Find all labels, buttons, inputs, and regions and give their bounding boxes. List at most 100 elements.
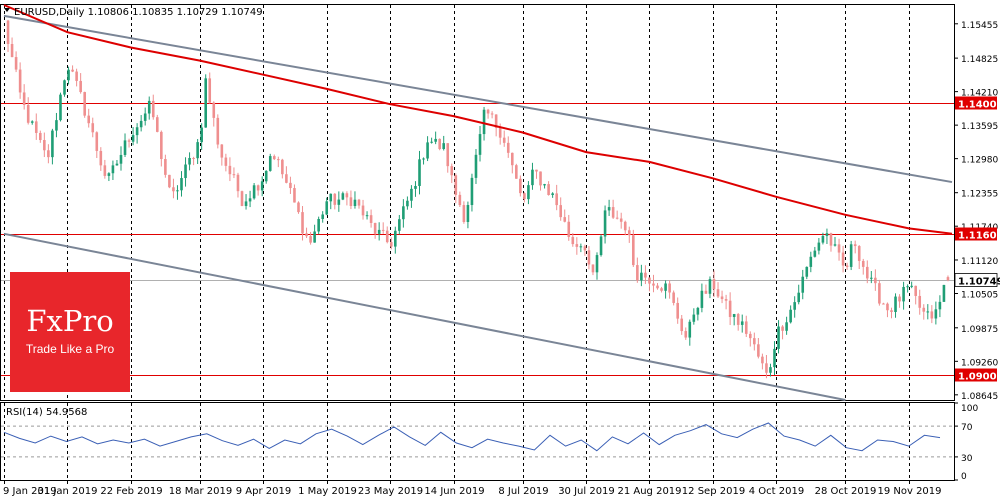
candle-body	[644, 272, 647, 278]
candle-body	[874, 277, 877, 284]
candle-body	[377, 229, 381, 234]
candle-body	[208, 78, 212, 103]
candle-body	[244, 201, 248, 206]
candle-body	[914, 285, 917, 296]
candle-body	[906, 286, 909, 288]
candle-body	[833, 244, 837, 246]
candle-body	[293, 188, 296, 203]
candle-body	[809, 256, 813, 267]
candle-body	[591, 264, 595, 273]
candle-body	[567, 221, 571, 237]
candle-body	[535, 169, 538, 172]
candle-body	[115, 163, 119, 166]
candle-body	[151, 100, 155, 118]
x-tick-label: 14 Jun 2019	[424, 486, 484, 497]
candle-body	[422, 158, 425, 160]
x-tick-label: 9 Jan 2019	[3, 486, 57, 497]
candle-body	[724, 299, 728, 301]
candle-body	[894, 296, 897, 313]
level-tag-label: 1.11600	[958, 231, 1000, 242]
candle-body	[470, 177, 474, 206]
fxpro-logo: FxPro Trade Like a Pro	[10, 272, 130, 392]
price-axis: 1.15455 1.14825 1.14210 1.13595 1.12980 1.123…	[954, 21, 998, 402]
level-tag-label: 1.09000	[958, 372, 1000, 383]
level-tag-label: 1.14000	[958, 100, 1000, 111]
candle-body	[67, 69, 70, 81]
candle-body	[603, 210, 607, 237]
candle-body	[627, 230, 631, 236]
candle-body	[716, 289, 720, 297]
candle-body	[805, 266, 809, 277]
x-tick-label: 30 Jul 2019	[558, 486, 615, 497]
candle-body	[498, 127, 502, 138]
candle-body	[684, 331, 688, 338]
candle-body	[438, 138, 441, 150]
y-tick-label: 1.09875	[961, 325, 998, 335]
candle-body	[34, 121, 38, 133]
y-tick-label: 1.11120	[961, 257, 998, 267]
candle-body	[95, 132, 99, 151]
candle-body	[761, 356, 764, 364]
candle-body	[71, 69, 74, 72]
candle-body	[418, 159, 421, 186]
candle-body	[648, 277, 651, 284]
candle-body	[736, 314, 740, 325]
candle-body	[103, 165, 107, 176]
candle-body	[821, 235, 825, 243]
x-tick-label: 28 Oct 2019	[815, 486, 877, 497]
channel-line	[3, 14, 953, 184]
y-tick-label: 1.14825	[961, 55, 998, 65]
rsi-header: RSI(14) 54.9568	[6, 407, 87, 418]
y-tick-label: 1.09260	[961, 358, 998, 368]
candle-body	[878, 283, 881, 304]
candle-body	[720, 296, 724, 300]
candle-body	[373, 222, 377, 234]
candle-body	[664, 283, 667, 291]
candle-body	[845, 265, 849, 267]
candle-body	[486, 109, 490, 114]
logo-tagline: Trade Like a Pro	[25, 342, 115, 356]
candle-body	[623, 221, 627, 231]
level-tag	[955, 368, 997, 382]
candle-body	[539, 171, 542, 186]
candle-body	[886, 303, 889, 311]
candle-body	[926, 311, 930, 313]
candle-body	[938, 301, 942, 310]
candle-body	[99, 150, 103, 166]
x-tick-label: 1 May 2019	[298, 486, 357, 497]
candle-body	[865, 266, 869, 279]
candle-body	[200, 127, 203, 143]
candle-body	[611, 207, 615, 218]
candle-body	[466, 205, 470, 222]
candle-body	[450, 166, 454, 176]
candle-body	[474, 154, 478, 178]
candle-body	[398, 219, 401, 231]
candle-body	[107, 173, 111, 176]
candle-body	[515, 165, 518, 179]
candle-body	[224, 157, 228, 166]
candle-body	[853, 244, 857, 247]
y-tick-label: 1.14210	[961, 89, 998, 99]
y-tick-label: 1.10505	[961, 290, 998, 300]
candle-body	[111, 165, 115, 174]
candle-body	[357, 199, 361, 206]
candle-body	[748, 333, 752, 339]
candle-body	[656, 285, 659, 289]
x-tick-label: 31 Jan 2019	[38, 486, 98, 497]
candle-body	[349, 197, 353, 207]
collapse-triangle-icon[interactable]	[4, 8, 10, 12]
candle-body	[39, 132, 42, 141]
candle-body	[297, 202, 300, 213]
rsi-y-tick-label: 70	[961, 423, 973, 433]
candle-body	[769, 367, 772, 373]
candle-body	[882, 303, 885, 305]
main-plot-frame	[0, 4, 955, 401]
candle-body	[531, 169, 534, 186]
candle-body	[482, 109, 486, 135]
candle-body	[575, 244, 579, 247]
x-tick-label: 8 Jul 2019	[498, 486, 548, 497]
candle-body	[797, 292, 801, 303]
candle-body	[63, 80, 66, 95]
candle-body	[164, 159, 167, 175]
candle-body	[385, 230, 389, 243]
